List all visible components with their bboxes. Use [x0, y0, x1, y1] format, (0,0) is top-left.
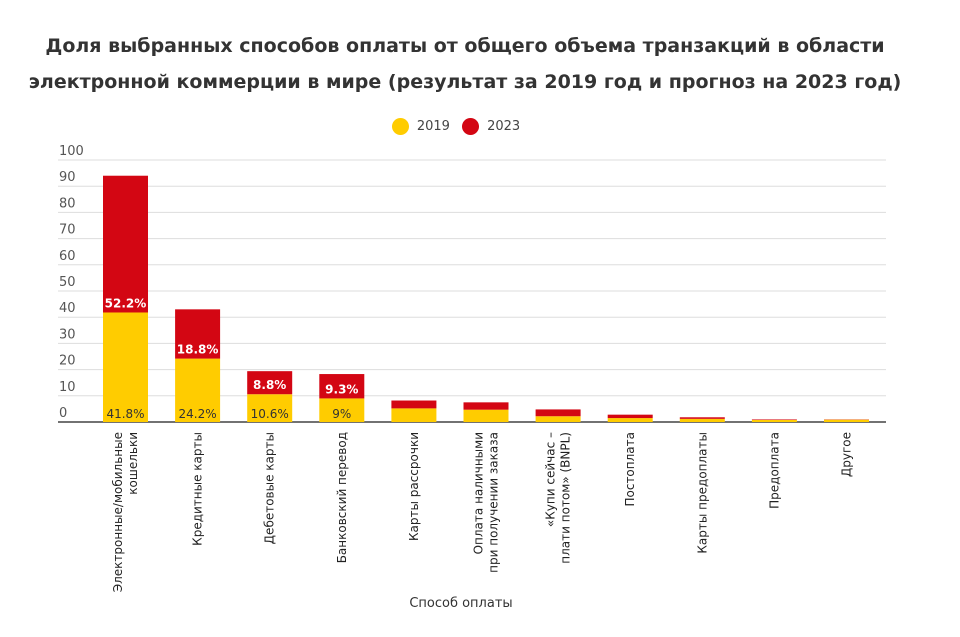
value-label-2023-1: 18.8% — [177, 343, 219, 357]
y-tick-label-50: 50 — [59, 275, 76, 290]
y-tick-label-70: 70 — [59, 223, 76, 238]
bar-2023-5[interactable] — [463, 402, 509, 410]
legend-marker-2019 — [391, 118, 409, 135]
x-category-label-10-line-0: Другое — [840, 432, 854, 477]
x-axis-title: Способ оплаты — [409, 596, 513, 611]
bar-2019-1[interactable] — [175, 358, 221, 422]
y-tick-label-40: 40 — [59, 301, 76, 316]
bar-2019-5[interactable] — [463, 409, 509, 422]
x-axis-categories: Электронные/мобильные кошельки Кредитные к… — [111, 432, 854, 592]
y-axis-ticks: 0 10 20 30 40 50 60 70 80 90 100 — [59, 144, 84, 421]
bar-2019-8[interactable] — [679, 418, 725, 422]
x-category-label-6: «Купи сейчас – плати потом» (BNPL) — [544, 432, 573, 564]
x-category-label-7-line-0: Постоплата — [623, 432, 637, 507]
bar-2023-3[interactable] — [319, 374, 365, 399]
value-label-2019-0: 41.8% — [106, 407, 144, 421]
bar-2023-1[interactable] — [175, 309, 221, 359]
y-tick-label-20: 20 — [59, 354, 76, 369]
bar-2023-8[interactable] — [679, 417, 725, 419]
bar-2019-9[interactable] — [751, 419, 797, 422]
legend-label-2023: 2023 — [487, 119, 521, 134]
legend-marker-2023 — [462, 118, 480, 135]
bar-2023-2[interactable] — [247, 371, 293, 395]
x-category-label-4-line-0: Карты рассрочки — [407, 432, 421, 541]
x-category-label-6-line-0: «Купи сейчас – — [544, 432, 558, 527]
x-category-label-9: Предоплата — [767, 432, 781, 509]
bar-2019-10[interactable] — [824, 419, 869, 422]
x-category-label-0-line-0: Электронные/мобильные — [111, 432, 125, 592]
x-category-label-1: Кредитные карты — [191, 432, 205, 546]
x-category-label-9-line-0: Предоплата — [767, 432, 781, 509]
x-category-label-3: Банковский перевод — [335, 432, 349, 563]
y-tick-label-90: 90 — [59, 170, 76, 185]
value-label-2023-0: 52.2% — [105, 296, 147, 310]
legend: 2019 2023 — [0, 118, 912, 139]
bar-2019-4[interactable] — [391, 408, 437, 422]
legend-item-2023[interactable]: 2023 — [462, 118, 520, 135]
y-tick-label-0: 0 — [59, 406, 67, 421]
x-category-label-0-line-1: кошельки — [126, 432, 140, 495]
y-tick-label-100: 100 — [59, 144, 84, 159]
bar-2019-2[interactable] — [247, 394, 293, 422]
bar-2019-3[interactable] — [319, 398, 365, 422]
value-label-2023-3: 9.3% — [325, 382, 358, 396]
bar-2019-7[interactable] — [607, 418, 653, 422]
legend-label-2019: 2019 — [416, 119, 450, 134]
y-tick-label-80: 80 — [59, 196, 76, 211]
value-labels: 41.8% 52.2% 24.2% 18.8% 10.6% 8.8% 9% 9.3% — [105, 296, 359, 421]
x-category-label-7: Постоплата — [623, 432, 637, 507]
x-category-label-5-line-0: Оплата наличными — [472, 432, 486, 554]
x-category-label-4: Карты рассрочки — [407, 432, 421, 541]
legend-item-2019[interactable]: 2019 — [391, 118, 450, 135]
y-tick-label-60: 60 — [59, 249, 76, 264]
value-label-2019-1: 24.2% — [179, 407, 217, 421]
x-category-label-8: Карты предоплаты — [695, 432, 709, 554]
x-category-label-0: Электронные/мобильные кошельки — [111, 432, 140, 592]
bar-2023-4[interactable] — [391, 400, 437, 409]
bar-2023-7[interactable] — [607, 414, 653, 419]
x-category-label-3-line-0: Банковский перевод — [335, 432, 349, 563]
value-label-2019-3: 9% — [332, 407, 351, 421]
x-category-label-2: Дебетовые карты — [263, 432, 277, 544]
x-category-label-2-line-0: Дебетовые карты — [263, 432, 277, 544]
y-tick-label-10: 10 — [59, 380, 76, 395]
chart-title: Доля выбранных способов оплаты от общего… — [0, 28, 930, 100]
bar-2023-6[interactable] — [535, 409, 581, 417]
bar-2019-0[interactable] — [103, 312, 148, 422]
chart-title-line-2: электронной коммерции в мире (результат … — [28, 71, 902, 93]
x-category-label-5: Оплата наличными при получении заказа — [472, 432, 501, 573]
bars — [103, 175, 869, 422]
x-category-label-10: Другое — [840, 432, 854, 477]
x-category-label-8-line-0: Карты предоплаты — [695, 432, 709, 554]
bar-2023-9[interactable] — [751, 419, 797, 420]
value-label-2019-2: 10.6% — [251, 407, 289, 421]
y-tick-label-30: 30 — [59, 327, 76, 342]
bar-2019-6[interactable] — [535, 416, 581, 422]
x-category-label-5-line-1: при получении заказа — [487, 432, 501, 573]
value-label-2023-2: 8.8% — [253, 378, 286, 392]
x-category-label-6-line-1: плати потом» (BNPL) — [559, 432, 573, 564]
chart-title-line-1: Доля выбранных способов оплаты от общего… — [45, 35, 885, 57]
x-category-label-1-line-0: Кредитные карты — [191, 432, 205, 546]
bar-2023-0[interactable] — [103, 175, 148, 313]
